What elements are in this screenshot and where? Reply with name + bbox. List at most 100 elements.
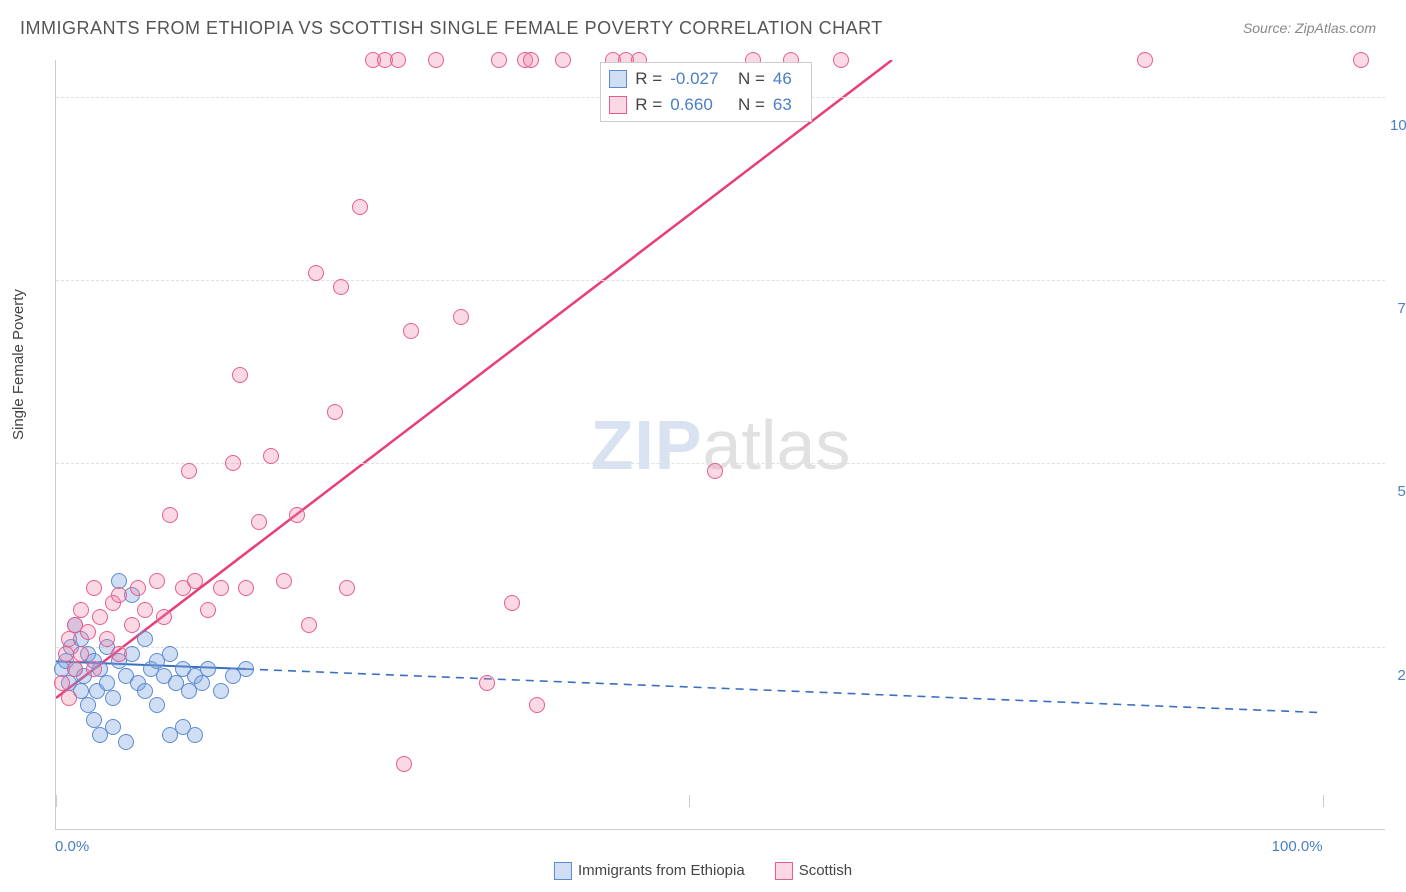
data-point [92, 609, 108, 625]
stat-n-label: N = [733, 92, 765, 118]
data-point [105, 690, 121, 706]
y-tick-label: 50.0% [1390, 483, 1406, 500]
data-point [124, 617, 140, 633]
data-point [111, 573, 127, 589]
data-point [213, 580, 229, 596]
y-tick-label: 75.0% [1390, 300, 1406, 317]
x-tick-label: 0.0% [55, 838, 89, 855]
data-point [156, 609, 172, 625]
chart-title: IMMIGRANTS FROM ETHIOPIA VS SCOTTISH SIN… [20, 18, 883, 39]
data-point [67, 661, 83, 677]
legend-swatch-icon [554, 862, 572, 880]
stat-r-value: 0.660 [670, 92, 725, 118]
legend-swatch-icon [609, 70, 627, 88]
legend-item: Scottish [775, 862, 852, 880]
data-point [833, 52, 849, 68]
gridline [56, 463, 1385, 464]
stat-n-label: N = [733, 66, 765, 92]
data-point [251, 514, 267, 530]
stat-r-value: -0.027 [670, 66, 725, 92]
data-point [61, 690, 77, 706]
plot-area: ZIPatlas 25.0%50.0%75.0%100.0% [55, 60, 1385, 830]
data-point [54, 675, 70, 691]
y-tick-label: 100.0% [1390, 117, 1406, 134]
data-point [73, 646, 89, 662]
data-point [428, 52, 444, 68]
bottom-legend: Immigrants from Ethiopia Scottish [554, 862, 852, 880]
data-point [396, 756, 412, 772]
stat-row: R = -0.027 N = 46 [609, 66, 803, 92]
data-point [213, 683, 229, 699]
watermark-atlas: atlas [703, 406, 851, 484]
legend-item: Immigrants from Ethiopia [554, 862, 745, 880]
legend-swatch-icon [609, 96, 627, 114]
data-point [111, 646, 127, 662]
trend-lines [56, 60, 1386, 830]
data-point [80, 697, 96, 713]
data-point [403, 323, 419, 339]
data-point [238, 580, 254, 596]
data-point [86, 661, 102, 677]
data-point [137, 602, 153, 618]
data-point [58, 646, 74, 662]
legend-label: Scottish [799, 862, 852, 879]
stat-row: R = 0.660 N = 63 [609, 92, 803, 118]
data-point [162, 507, 178, 523]
x-tick [1323, 795, 1324, 807]
y-tick-label: 25.0% [1390, 667, 1406, 684]
data-point [99, 631, 115, 647]
data-point [130, 580, 146, 596]
data-point [707, 463, 723, 479]
data-point [327, 404, 343, 420]
data-point [137, 631, 153, 647]
data-point [555, 52, 571, 68]
stat-n-value: 63 [773, 92, 803, 118]
data-point [187, 727, 203, 743]
legend-swatch-icon [775, 862, 793, 880]
stat-r-label: R = [635, 66, 662, 92]
data-point [181, 463, 197, 479]
data-point [238, 661, 254, 677]
data-point [289, 507, 305, 523]
source-attribution: Source: ZipAtlas.com [1243, 20, 1376, 36]
x-tick [689, 795, 690, 807]
data-point [479, 675, 495, 691]
data-point [187, 573, 203, 589]
data-point [504, 595, 520, 611]
data-point [86, 712, 102, 728]
data-point [232, 367, 248, 383]
data-point [333, 279, 349, 295]
legend-label: Immigrants from Ethiopia [578, 862, 745, 879]
data-point [162, 646, 178, 662]
x-tick [56, 795, 57, 807]
stat-n-value: 46 [773, 66, 803, 92]
x-tick-label: 100.0% [1272, 838, 1323, 855]
stat-r-label: R = [635, 92, 662, 118]
data-point [308, 265, 324, 281]
data-point [301, 617, 317, 633]
data-point [200, 602, 216, 618]
data-point [137, 683, 153, 699]
data-point [73, 602, 89, 618]
data-point [149, 573, 165, 589]
data-point [529, 697, 545, 713]
data-point [111, 587, 127, 603]
data-point [1137, 52, 1153, 68]
gridline [56, 280, 1385, 281]
data-point [80, 624, 96, 640]
data-point [200, 661, 216, 677]
data-point [352, 199, 368, 215]
data-point [263, 448, 279, 464]
watermark-zip: ZIP [591, 406, 703, 484]
data-point [491, 52, 507, 68]
y-axis-label: Single Female Poverty [10, 289, 27, 440]
data-point [453, 309, 469, 325]
data-point [390, 52, 406, 68]
data-point [99, 675, 115, 691]
data-point [225, 455, 241, 471]
data-point [339, 580, 355, 596]
data-point [149, 697, 165, 713]
data-point [523, 52, 539, 68]
data-point [118, 734, 134, 750]
correlation-stats-box: R = -0.027 N = 46 R = 0.660 N = 63 [600, 62, 812, 122]
